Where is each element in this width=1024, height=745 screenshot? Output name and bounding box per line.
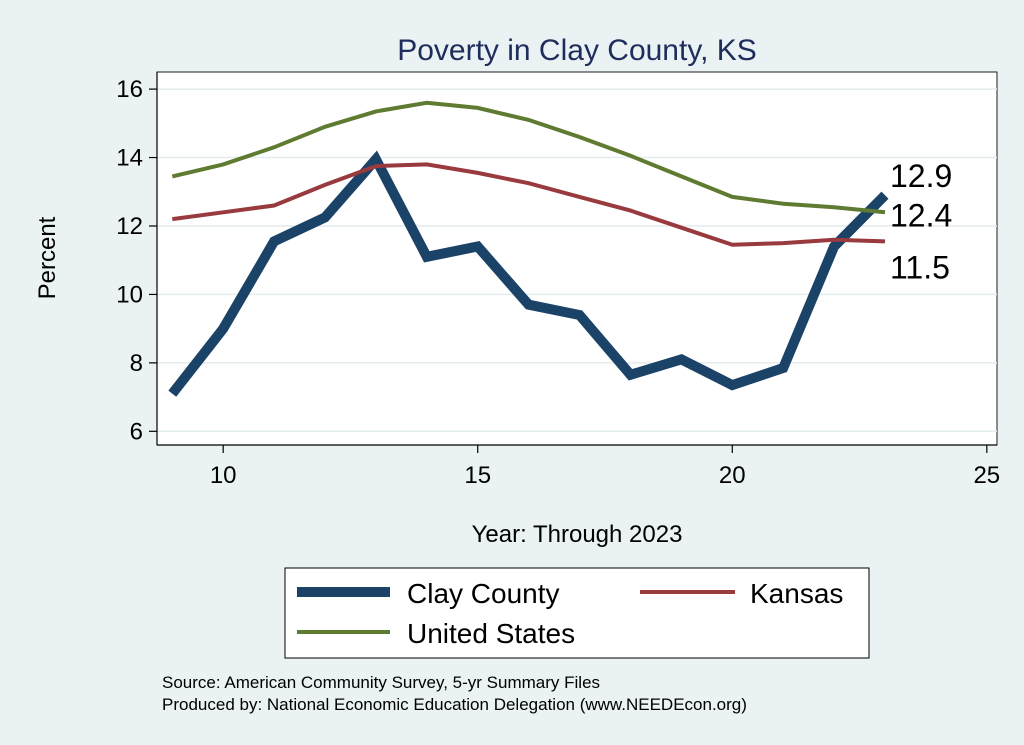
produced-by-note: Produced by: National Economic Education… (162, 695, 747, 714)
legend-box (284, 567, 870, 659)
plot-area (156, 71, 998, 446)
source-note: Source: American Community Survey, 5-yr … (162, 673, 600, 692)
y-axis-label: Percent (34, 216, 61, 299)
series-lines (168, 100, 889, 397)
y-tick-label: 6 (130, 418, 143, 445)
y-tick-label: 8 (130, 350, 143, 377)
x-tick-label: 25 (973, 462, 1000, 489)
y-tick-label: 10 (116, 281, 143, 308)
y-tick-label: 12 (116, 213, 143, 240)
chart-title: Poverty in Clay County, KS (397, 34, 757, 67)
y-tick-label: 14 (116, 145, 143, 172)
end-labels: 12.9 11.5 12.4 (890, 158, 952, 285)
line-united-states (171, 100, 886, 215)
axes: 6 8 10 12 14 16 10 15 20 25 (116, 72, 1000, 489)
end-label-united-states: 12.4 (890, 197, 952, 233)
y-tick-label: 16 (116, 76, 143, 103)
x-axis-label: Year: Through 2023 (472, 521, 683, 548)
x-tick-label: 15 (464, 462, 491, 489)
legend-label-united-states: United States (407, 618, 575, 649)
x-tick-label: 20 (719, 462, 746, 489)
x-tick-label: 10 (210, 462, 237, 489)
legend-label-clay-county: Clay County (407, 578, 560, 609)
end-label-kansas: 11.5 (890, 249, 950, 285)
line-clay-county (168, 150, 889, 397)
end-label-clay-county: 12.9 (890, 158, 952, 194)
legend: Clay County Kansas United States (284, 567, 870, 659)
line-kansas (172, 162, 886, 247)
legend-label-kansas: Kansas (750, 578, 843, 609)
